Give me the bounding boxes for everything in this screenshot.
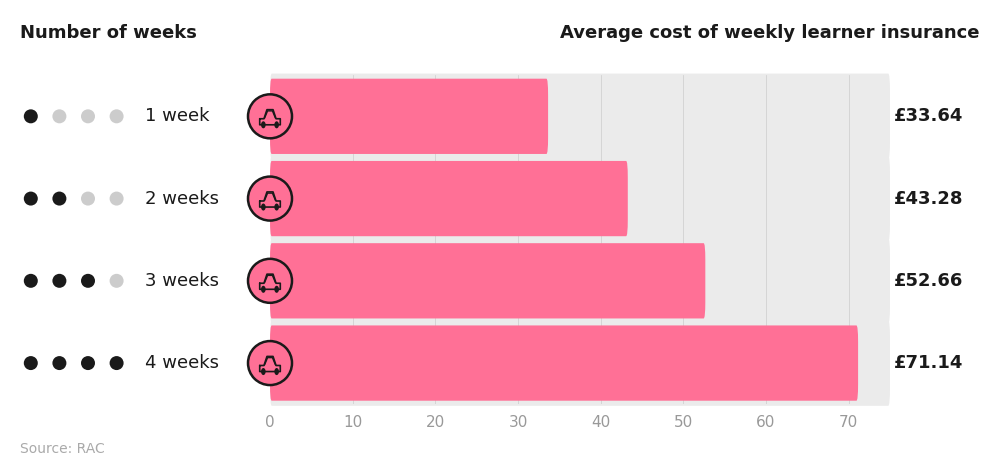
Text: Average cost of weekly learner insurance: Average cost of weekly learner insurance: [560, 24, 980, 41]
Ellipse shape: [261, 368, 266, 375]
FancyBboxPatch shape: [270, 73, 890, 159]
Text: 1 week: 1 week: [145, 107, 210, 125]
Ellipse shape: [261, 204, 266, 211]
Ellipse shape: [248, 177, 292, 220]
Ellipse shape: [110, 356, 124, 370]
Ellipse shape: [81, 356, 95, 370]
Ellipse shape: [248, 341, 292, 385]
Ellipse shape: [248, 94, 292, 138]
Ellipse shape: [81, 110, 95, 123]
Ellipse shape: [81, 274, 95, 288]
Ellipse shape: [261, 286, 266, 293]
Ellipse shape: [110, 192, 124, 205]
Ellipse shape: [110, 274, 124, 288]
Text: £33.64: £33.64: [894, 107, 964, 125]
Text: £71.14: £71.14: [894, 354, 964, 372]
Ellipse shape: [274, 121, 279, 128]
FancyBboxPatch shape: [270, 243, 705, 319]
Ellipse shape: [24, 274, 38, 288]
Text: £52.66: £52.66: [894, 272, 964, 290]
Text: Number of weeks: Number of weeks: [20, 24, 197, 41]
Text: £43.28: £43.28: [894, 189, 964, 208]
Text: 2 weeks: 2 weeks: [145, 189, 219, 208]
Ellipse shape: [52, 274, 66, 288]
Ellipse shape: [24, 192, 38, 205]
FancyBboxPatch shape: [270, 238, 890, 323]
Ellipse shape: [274, 286, 279, 293]
FancyBboxPatch shape: [270, 321, 890, 406]
Ellipse shape: [81, 192, 95, 205]
FancyBboxPatch shape: [270, 325, 858, 401]
FancyBboxPatch shape: [270, 78, 548, 154]
Ellipse shape: [274, 368, 279, 375]
FancyBboxPatch shape: [270, 156, 890, 242]
Ellipse shape: [261, 121, 266, 128]
Ellipse shape: [248, 259, 292, 303]
Text: 4 weeks: 4 weeks: [145, 354, 219, 372]
Ellipse shape: [52, 192, 66, 205]
Ellipse shape: [274, 204, 279, 211]
Text: 3 weeks: 3 weeks: [145, 272, 219, 290]
Ellipse shape: [52, 356, 66, 370]
Text: Source: RAC: Source: RAC: [20, 442, 105, 456]
Ellipse shape: [24, 110, 38, 123]
FancyBboxPatch shape: [270, 161, 628, 236]
Ellipse shape: [52, 110, 66, 123]
Ellipse shape: [110, 110, 124, 123]
Ellipse shape: [24, 356, 38, 370]
